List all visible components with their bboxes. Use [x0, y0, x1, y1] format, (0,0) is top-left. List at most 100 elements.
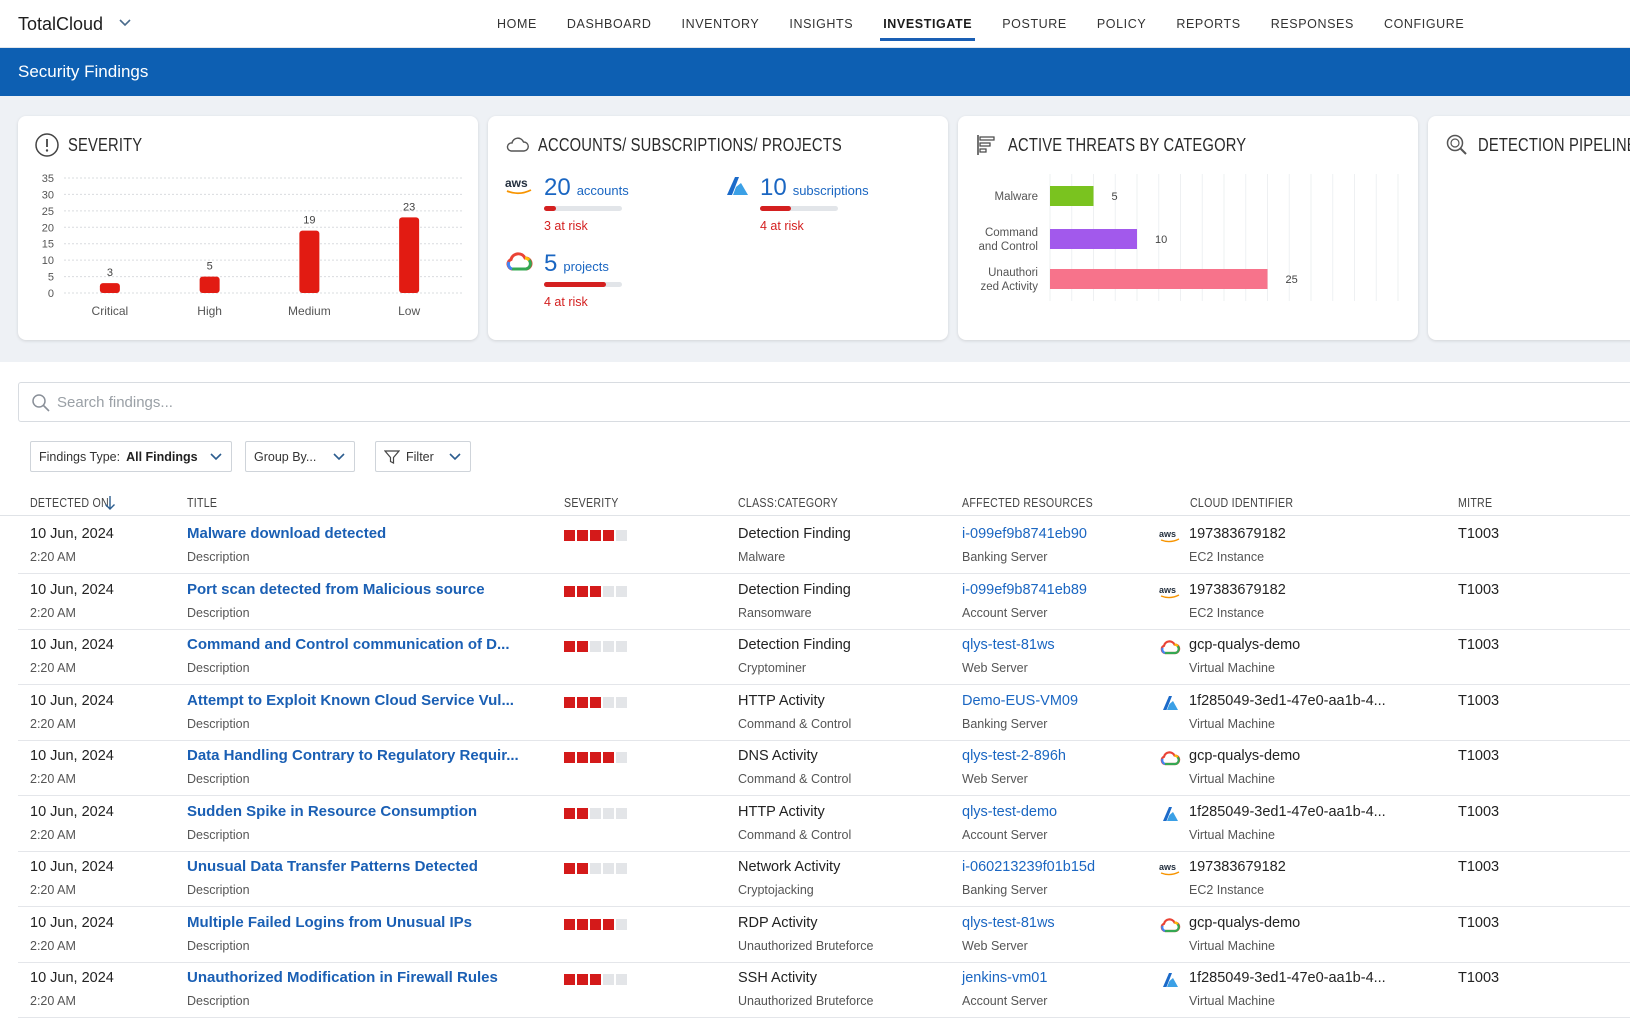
y-tick-label: 35: [42, 173, 54, 185]
detected-time: 2:20 AM: [30, 883, 76, 897]
finding-title-link[interactable]: Unauthorized Modification in Firewall Ru…: [187, 969, 498, 986]
threat-bar[interactable]: [1050, 229, 1137, 249]
chevron-down-icon[interactable]: [118, 16, 132, 30]
finding-description: Description: [187, 550, 250, 564]
threat-bar[interactable]: [1050, 186, 1094, 206]
aws-logo-icon: aws: [1159, 585, 1180, 598]
chevron-down-icon: [210, 452, 222, 460]
col-affected-resources[interactable]: AFFECTED RESOURCES: [962, 496, 1093, 510]
severity-segment: [577, 585, 588, 597]
mitre-id: T1003: [1458, 637, 1500, 653]
affected-resource-link[interactable]: qlys-test-demo: [962, 803, 1058, 820]
finding-title-link[interactable]: Data Handling Contrary to Regulatory Req…: [187, 747, 519, 764]
affected-resource-link[interactable]: qlys-test-81ws: [962, 914, 1055, 931]
finding-description: Description: [187, 994, 250, 1008]
affected-resource-link[interactable]: i-099ef9b8741eb89: [962, 581, 1087, 598]
resource-type: Account Server: [962, 827, 1048, 842]
cloud-resource-type: Virtual Machine: [1189, 772, 1275, 786]
nav-item-investigate[interactable]: INVESTIGATE: [868, 0, 987, 48]
nav-item-home[interactable]: HOME: [497, 17, 537, 31]
mitre-id: T1003: [1458, 748, 1500, 764]
col-class-category[interactable]: CLASS:CATEGORY: [738, 496, 839, 510]
nav-item-dashboard[interactable]: DASHBOARD: [566, 17, 652, 31]
severity-segment: [616, 530, 627, 541]
detected-time: 2:20 AM: [30, 938, 76, 953]
cloud-resource-type: EC2 Instance: [1189, 883, 1265, 897]
finding-title-link[interactable]: Port scan detected from Malicious source: [187, 580, 485, 598]
nav-item-responses[interactable]: RESPONSES: [1270, 17, 1354, 31]
aws-logo-icon: aws: [1159, 862, 1180, 876]
nav-item-configure[interactable]: CONFIGURE: [1383, 17, 1465, 31]
mitre-id: T1003: [1458, 914, 1500, 931]
nav-item-policy[interactable]: POLICY: [1096, 17, 1147, 31]
severity-segment: [577, 696, 588, 708]
nav-item-insights[interactable]: INSIGHTS: [789, 17, 854, 31]
azure-subscriptions[interactable]: 10 subscriptions 4 at risk: [724, 174, 869, 233]
gcp-projects[interactable]: 5 projects 4 at risk: [504, 250, 622, 309]
severity-segment: [577, 530, 588, 541]
finding-class: HTTP Activity: [738, 692, 825, 709]
col-title[interactable]: TITLE: [187, 496, 218, 510]
table-row[interactable]: 10 Jun, 2024 2:20 AM Port scan detected fr…: [18, 574, 1630, 630]
nav-item-reports[interactable]: REPORTS: [1176, 17, 1241, 31]
group-by-dropdown[interactable]: Group By...: [245, 441, 355, 472]
nav-item-posture[interactable]: POSTURE: [1002, 17, 1067, 31]
affected-resource-link[interactable]: Demo-EUS-VM09: [962, 692, 1079, 709]
table-row[interactable]: 10 Jun, 2024 2:20 AM Attempt to Exploit Kn…: [18, 685, 1630, 741]
severity-bar-low[interactable]: [399, 217, 420, 293]
azure-logo-icon: [1163, 806, 1178, 821]
col-cloud-identifier[interactable]: CLOUD IDENTIFIER: [1190, 496, 1294, 510]
table-row[interactable]: 10 Jun, 2024 2:20 AM Data Handling Contrar…: [18, 740, 1630, 796]
x-tick-label: Low: [398, 304, 420, 318]
project-label: projects: [563, 259, 609, 274]
finding-title-link[interactable]: Attempt to Exploit Known Cloud Service V…: [187, 691, 514, 709]
nav-item-inventory[interactable]: INVENTORY: [681, 17, 760, 31]
resource-type: Web Server: [962, 772, 1028, 786]
findings-type-dropdown[interactable]: Findings Type: All Findings: [30, 441, 232, 472]
y-tick-label: 10: [42, 255, 54, 267]
table-row[interactable]: 10 Jun, 2024 2:20 AM Command and Control c…: [18, 629, 1630, 685]
aws-accounts[interactable]: aws 20 accounts 3 at risk: [504, 174, 629, 233]
y-tick-label: zed Activity: [980, 281, 1038, 293]
finding-title-link[interactable]: Multiple Failed Logins from Unusual IPs: [187, 913, 473, 931]
col-mitre[interactable]: MITRE: [1458, 496, 1493, 510]
affected-resource-link[interactable]: i-099ef9b8741eb90: [962, 526, 1087, 542]
col-severity[interactable]: SEVERITY: [564, 496, 619, 510]
table-row[interactable]: 10 Jun, 2024 2:20 AM Unauthorized Modifica…: [18, 962, 1630, 1018]
severity-segment: [577, 641, 588, 652]
detected-time: 2:20 AM: [30, 605, 76, 620]
severity-segment: [564, 585, 575, 597]
card-title: DETECTION PIPELINE: [1478, 134, 1630, 155]
severity-bar-high[interactable]: [199, 276, 220, 293]
affected-resource-link[interactable]: jenkins-vm01: [962, 970, 1048, 986]
finding-title-link[interactable]: Sudden Spike in Resource Consumption: [187, 802, 478, 820]
finding-title-link[interactable]: Malware download detected: [187, 525, 387, 542]
table-row[interactable]: 10 Jun, 2024 2:20 AM Multiple Failed Login…: [18, 907, 1630, 963]
svg-text:aws: aws: [1159, 585, 1176, 595]
col-detected-on[interactable]: DETECTED ON: [30, 496, 109, 510]
affected-resource-link[interactable]: qlys-test-81ws: [962, 637, 1055, 653]
affected-resource-link[interactable]: qlys-test-2-896h: [962, 748, 1066, 764]
table-row[interactable]: 10 Jun, 2024 2:20 AM Malware download dete…: [18, 518, 1630, 574]
finding-title-link[interactable]: Unusual Data Transfer Patterns Detected: [187, 858, 478, 875]
filter-button[interactable]: Filter: [375, 441, 471, 472]
severity-bar-critical[interactable]: [99, 283, 120, 293]
severity-bar-medium[interactable]: [299, 230, 320, 293]
severity-segment: [616, 974, 627, 985]
finding-category: Unauthorized Bruteforce: [738, 938, 874, 953]
app-name[interactable]: TotalCloud: [18, 14, 104, 34]
finding-title-link[interactable]: Command and Control communication of D..…: [187, 636, 510, 653]
severity-segment: [616, 807, 627, 819]
alert-circle-icon: [35, 133, 59, 157]
table-row[interactable]: 10 Jun, 2024 2:20 AM Unusual Data Transfer…: [18, 851, 1630, 907]
table-row[interactable]: 10 Jun, 2024 2:20 AM Sudden Spike in Resou…: [18, 796, 1630, 852]
cloud-identifier: gcp-qualys-demo: [1189, 748, 1301, 764]
finding-category: Command & Control: [738, 772, 852, 786]
search-input[interactable]: [57, 391, 857, 413]
sort-arrow-down-icon[interactable]: [104, 495, 116, 511]
affected-resource-link[interactable]: i-060213239f01b15d: [962, 859, 1096, 875]
gcp-logo-icon: [506, 252, 533, 271]
finding-class: HTTP Activity: [738, 803, 825, 820]
card-title: ACTIVE THREATS BY CATEGORY: [1008, 134, 1247, 155]
threat-bar[interactable]: [1050, 269, 1268, 289]
